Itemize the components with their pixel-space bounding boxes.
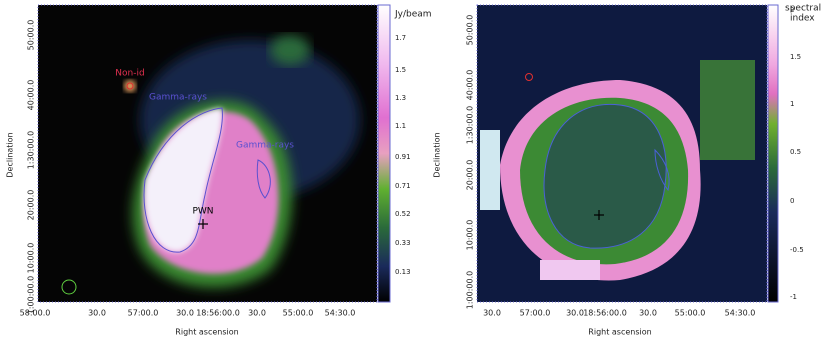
y-tick-label: 1:00:00.0	[27, 276, 36, 314]
colorbar-title: Jy/beam	[394, 10, 432, 20]
colorbar-tick-label: 0.52	[395, 210, 411, 218]
annotation: Gamma-rays	[236, 141, 294, 151]
x-tick-label: 30.0	[88, 309, 106, 318]
colorbar-tick-label: 1.5	[790, 53, 801, 61]
x-tick-label: 57:00.0	[128, 309, 159, 318]
x-tick-label: 30.0	[639, 309, 657, 318]
colorbar-tick-label: 1.3	[395, 94, 406, 102]
y-tick-label: 40:00.0	[466, 70, 475, 101]
colorbar-tick-label: 0.91	[395, 153, 411, 161]
colorbar-title: index	[790, 14, 815, 24]
y-tick-label: 50:00.0	[466, 15, 475, 46]
x-tick-label: 55:00.0	[283, 309, 314, 318]
colorbar-tick-label: -0.5	[790, 246, 804, 254]
x-tick-label: 30.0	[566, 309, 584, 318]
x-tick-label: 30.0	[176, 309, 194, 318]
right-image	[476, 4, 768, 303]
y-tick-label: 20:00.0	[27, 190, 36, 221]
y-tick-label: 40:00.0	[27, 80, 36, 111]
x-tick-label: 57:00.0	[520, 309, 551, 318]
colorbar-tick-label: 2	[790, 6, 794, 14]
colorbar-tick-label: 1.5	[395, 66, 406, 74]
annotation: PWN	[192, 207, 213, 217]
y-axis-label: Declination	[6, 132, 15, 177]
colorbar-title: spectral	[785, 4, 821, 14]
y-axis-label: Declination	[433, 132, 442, 177]
colorbar-tick-label: 0.71	[395, 182, 411, 190]
annotation: Gamma-rays	[149, 93, 207, 103]
x-tick-label: 54:30.0	[725, 309, 756, 318]
colorbar-tick-label: 0	[790, 197, 794, 205]
y-tick-label: 1:00:00.0	[466, 271, 475, 309]
x-tick-label: 18:56:00.0	[196, 309, 240, 318]
x-tick-label: 30.0	[483, 309, 501, 318]
right-colorbar	[767, 4, 779, 303]
left-colorbar	[377, 4, 391, 303]
x-axis-label: Right ascension	[588, 328, 651, 337]
colorbar-tick-label: 0.33	[395, 239, 411, 247]
x-tick-label: 55:00.0	[675, 309, 706, 318]
y-tick-label: 20:00.0	[466, 160, 475, 191]
colorbar-tick-label: 0.5	[790, 148, 801, 156]
colorbar-tick-label: 1	[790, 100, 794, 108]
annotation: Non-id	[115, 69, 144, 79]
colorbar-tick-label: 0.13	[395, 268, 411, 276]
x-axis-label: Right ascension	[175, 328, 238, 337]
colorbar-tick-label: -1	[790, 293, 797, 301]
colorbar-tick-label: 1.1	[395, 122, 406, 130]
y-tick-label: 10:00.0	[466, 220, 475, 251]
y-tick-label: 1:30:00.0	[27, 131, 36, 169]
y-tick-label: 1:30:00.0	[466, 106, 475, 144]
x-tick-label: 30.0	[248, 309, 266, 318]
y-tick-label: 50:00.0	[27, 20, 36, 51]
colorbar-tick-label: 1.7	[395, 34, 406, 42]
x-tick-label: 54:30.0	[325, 309, 356, 318]
left-image	[37, 4, 378, 303]
x-tick-label: 18:56:00.0	[583, 309, 627, 318]
x-tick-label: 58:00.0	[20, 309, 51, 318]
y-tick-label: 10:00.0	[27, 243, 36, 274]
